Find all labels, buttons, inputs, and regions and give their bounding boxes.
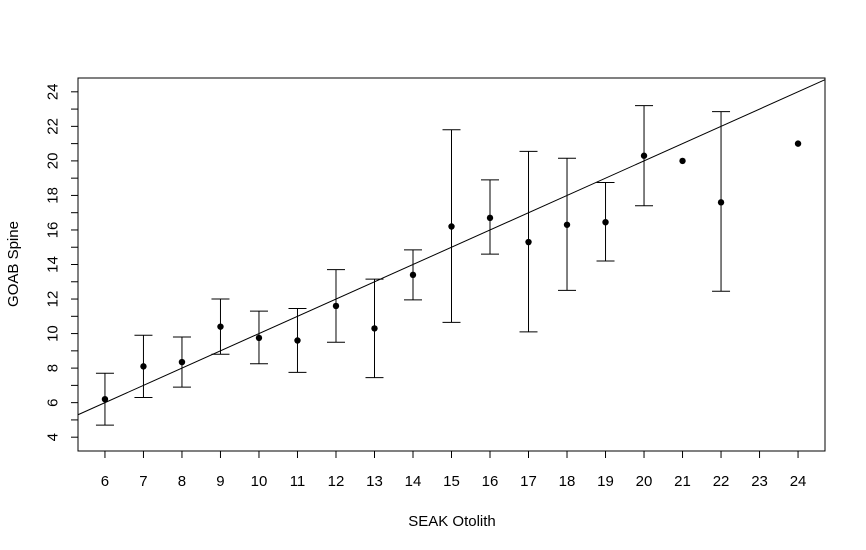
x-axis-label: SEAK Otolith: [408, 513, 496, 530]
x-tick-label: 17: [520, 473, 537, 490]
y-tick-label: 18: [45, 187, 62, 204]
data-point: [448, 223, 455, 230]
y-tick-label: 14: [45, 256, 62, 273]
y-tick-label: 12: [45, 291, 62, 308]
y-tick-label: 16: [45, 222, 62, 239]
data-point: [640, 152, 648, 159]
x-tick-label: 16: [482, 473, 499, 490]
x-tick-label: 10: [251, 473, 268, 490]
error-bars-layer: [95, 105, 731, 426]
x-tick-label: 14: [405, 473, 422, 490]
y-axis-label: GOAB Spine: [5, 221, 22, 307]
x-tick-label: 7: [139, 473, 147, 490]
x-axis: 6 7 8 9 10 11 12 13 14 15 16 17 18 19 20 21 22 23 24: [101, 451, 807, 490]
data-point: [332, 302, 340, 310]
data-point: [602, 218, 609, 226]
data-point: [525, 238, 532, 246]
x-tick-label: 18: [559, 473, 576, 490]
data-point: [563, 221, 571, 228]
x-tick-label: 24: [790, 473, 807, 490]
x-tick-label: 8: [178, 473, 186, 490]
data-point: [409, 271, 417, 279]
data-point: [101, 395, 109, 403]
data-point: [178, 358, 186, 366]
points-layer: [101, 140, 802, 403]
y-tick-label: 10: [45, 325, 62, 342]
data-point: [255, 334, 263, 342]
x-tick-label: 6: [101, 473, 109, 490]
data-point: [486, 214, 494, 222]
y-tick-label: 20: [45, 153, 62, 170]
x-tick-label: 11: [290, 473, 306, 490]
x-tick-label: 13: [366, 473, 383, 490]
y-tick-label: 24: [45, 83, 62, 100]
y-tick-label: 6: [45, 398, 62, 406]
data-point: [371, 325, 378, 332]
x-tick-label: 9: [216, 473, 224, 490]
x-tick-label: 15: [443, 473, 460, 490]
y-tick-label: 8: [45, 364, 62, 372]
x-tick-label: 20: [636, 473, 653, 490]
data-point: [294, 337, 301, 344]
data-point: [140, 363, 147, 370]
y-axis: 4 6 8 10 12 14 16 18 20 22 24: [45, 83, 78, 441]
y-tick-label: 22: [45, 118, 62, 135]
x-tick-label: 23: [751, 473, 768, 490]
x-tick-label: 12: [328, 473, 345, 490]
x-tick-label: 22: [713, 473, 730, 490]
data-point: [794, 140, 802, 147]
data-point: [717, 199, 725, 206]
x-tick-label: 21: [674, 473, 691, 490]
data-point: [217, 323, 224, 330]
x-tick-label: 19: [597, 473, 614, 490]
data-point: [679, 157, 686, 165]
y-tick-label: 4: [45, 433, 62, 441]
